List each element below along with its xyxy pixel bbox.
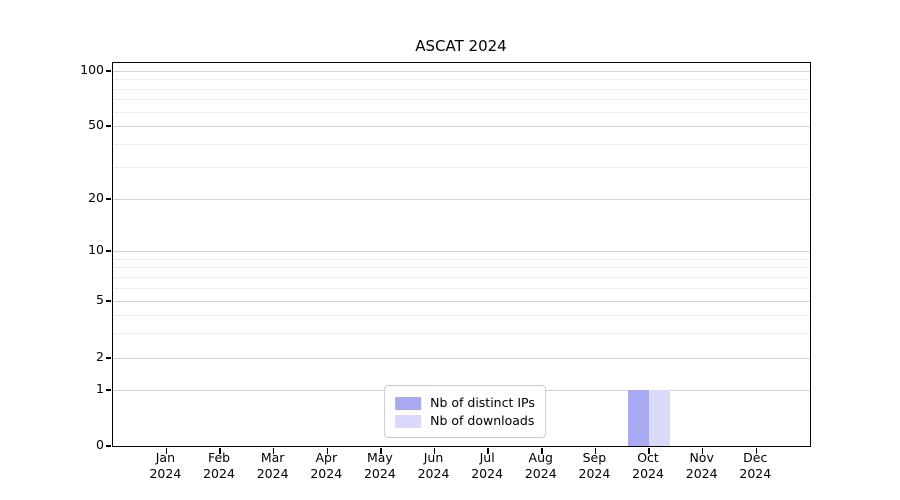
x-tick-label: Jan 2024 [149,450,182,481]
x-axis: Jan 2024 Feb 2024 Mar 2024 Apr 2024 May 2024… [112,450,809,490]
y-tick-label: 1 [96,381,104,397]
y-gridline-minor [113,267,810,269]
y-gridline-major [113,71,810,73]
x-tick-mark [165,448,168,454]
y-gridline-major [113,251,810,253]
legend-label: Nb of distinct IPs [430,395,535,410]
x-tick-mark [380,448,382,454]
y-tick-label: 10 [88,242,104,258]
y-tick-label: 100 [80,62,104,78]
plot-area: Nb of distinct IPs Nb of downloads [106,62,811,454]
y-gridline-minor [113,111,810,113]
legend-row: Nb of downloads [395,413,535,429]
x-tick-mark [701,448,704,454]
x-tick-label: Oct 2024 [632,450,664,481]
y-tick-label: 20 [88,189,104,205]
y-tick-mark [106,70,111,72]
legend-swatch [395,396,422,410]
x-tick-mark [594,448,597,454]
y-gridline-minor [113,315,810,316]
x-tick-label: Sep 2024 [578,450,611,481]
x-tick-label: Apr 2024 [310,450,343,481]
y-gridline-minor [113,88,810,90]
y-gridline-minor [113,258,810,260]
chart-title: ASCAT 2024 [415,37,507,55]
y-tick-mark [106,198,111,200]
y-tick-mark [106,125,111,127]
bar-nb-of-downloads [649,390,671,446]
y-gridline-major [113,300,810,302]
legend-label: Nb of downloads [430,413,535,428]
legend-row: Nb of distinct IPs [395,395,535,411]
legend: Nb of distinct IPs Nb of downloads [384,385,546,438]
bar-nb-of-distinct-ips [628,390,650,446]
x-tick-label: Dec 2024 [739,450,772,481]
x-tick-mark [272,448,275,454]
x-tick-mark [219,448,221,454]
y-tick-mark [106,300,111,302]
x-tick-mark [648,448,650,454]
y-gridline-minor [113,332,810,334]
y-tick-mark [106,389,111,391]
x-tick-mark [755,448,758,454]
y-tick-label: 2 [96,348,104,364]
y-gridline-minor [113,143,810,145]
legend-swatch [395,414,422,428]
x-tick-label: Aug 2024 [524,450,557,481]
y-tick-mark [106,250,111,252]
x-tick-mark [326,448,329,454]
x-tick-label: Jun 2024 [417,450,450,481]
y-gridline-major [113,357,810,359]
x-tick-label: Mar 2024 [256,450,289,481]
y-tick-label: 50 [88,116,104,132]
y-gridline-minor [113,166,810,168]
y-gridline-minor [113,79,810,81]
x-tick-label: May 2024 [363,450,396,481]
y-axis: 0 1 2 5 10 20 50 100 [0,62,104,452]
y-tick-mark [106,357,111,359]
x-tick-mark [541,448,543,454]
x-tick-mark [433,448,436,454]
x-tick-label: Feb 2024 [203,450,235,481]
x-tick-label: Jul 2024 [471,450,504,481]
y-gridline-major [113,125,810,127]
y-tick-mark [106,445,111,447]
y-tick-label: 0 [96,437,104,452]
y-gridline-minor [113,287,810,289]
y-gridline-minor [113,99,810,101]
y-gridline-minor [113,276,810,278]
y-tick-label: 5 [96,291,104,307]
y-gridline-major [113,198,810,200]
x-tick-label: Nov 2024 [685,450,718,481]
x-tick-mark [487,448,489,454]
